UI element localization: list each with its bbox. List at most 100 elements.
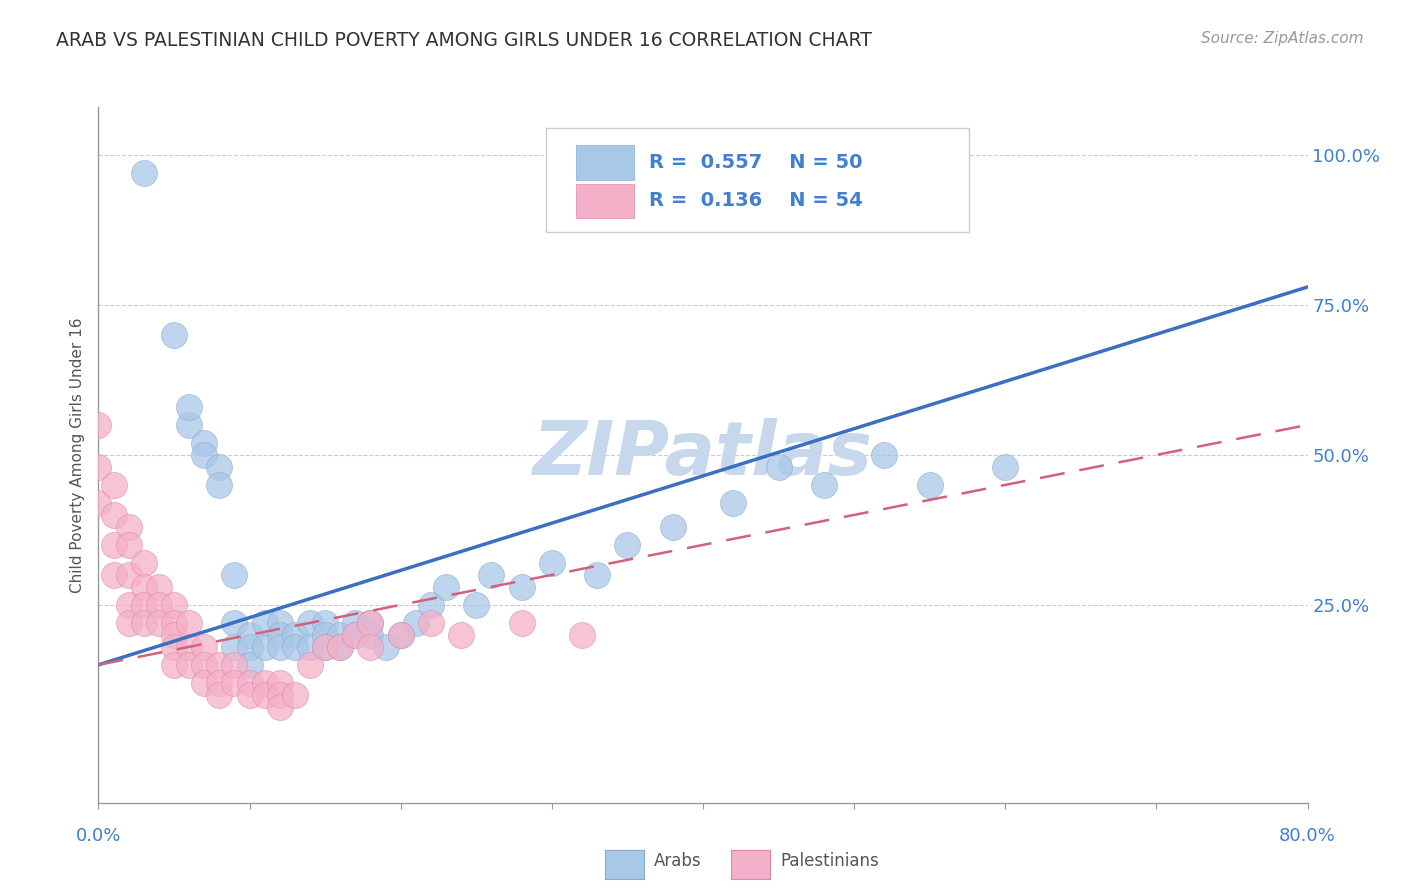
Point bbox=[193, 640, 215, 654]
Bar bbox=[576, 145, 634, 180]
Point bbox=[239, 688, 262, 702]
Point bbox=[179, 615, 201, 630]
Point bbox=[103, 538, 125, 552]
Point bbox=[193, 436, 215, 450]
Point bbox=[163, 328, 186, 343]
Point bbox=[314, 615, 336, 630]
Point bbox=[208, 459, 231, 474]
Point bbox=[253, 640, 276, 654]
Point bbox=[299, 657, 322, 672]
Point bbox=[661, 520, 683, 534]
Point bbox=[918, 478, 941, 492]
Point bbox=[87, 496, 110, 510]
Point bbox=[224, 567, 246, 582]
Point bbox=[179, 640, 201, 654]
Point bbox=[224, 676, 246, 690]
Point bbox=[132, 615, 155, 630]
Point bbox=[239, 640, 262, 654]
Point bbox=[314, 640, 336, 654]
Y-axis label: Child Poverty Among Girls Under 16: Child Poverty Among Girls Under 16 bbox=[69, 318, 84, 592]
Point bbox=[299, 640, 322, 654]
Text: Arabs: Arabs bbox=[654, 852, 702, 870]
Point bbox=[103, 508, 125, 522]
Point bbox=[118, 538, 141, 552]
Point bbox=[253, 676, 276, 690]
Point bbox=[118, 520, 141, 534]
Point bbox=[510, 615, 533, 630]
Point bbox=[360, 615, 382, 630]
Point bbox=[163, 598, 186, 612]
Point bbox=[103, 478, 125, 492]
Text: Palestinians: Palestinians bbox=[780, 852, 879, 870]
Point bbox=[253, 688, 276, 702]
Point bbox=[344, 628, 367, 642]
Point bbox=[405, 615, 427, 630]
Point bbox=[360, 628, 382, 642]
Point bbox=[239, 657, 262, 672]
Point bbox=[253, 615, 276, 630]
Point bbox=[269, 699, 291, 714]
Point bbox=[813, 478, 835, 492]
Point bbox=[87, 459, 110, 474]
Point bbox=[193, 676, 215, 690]
Point bbox=[314, 640, 336, 654]
Point bbox=[360, 615, 382, 630]
Point bbox=[873, 448, 896, 462]
Text: Source: ZipAtlas.com: Source: ZipAtlas.com bbox=[1201, 31, 1364, 46]
Point bbox=[389, 628, 412, 642]
Point bbox=[434, 580, 457, 594]
Point bbox=[481, 567, 503, 582]
Point bbox=[374, 640, 396, 654]
Point bbox=[269, 676, 291, 690]
Point bbox=[571, 628, 593, 642]
Point bbox=[314, 628, 336, 642]
Point bbox=[163, 640, 186, 654]
Point bbox=[179, 400, 201, 414]
Point bbox=[118, 615, 141, 630]
Point bbox=[224, 615, 246, 630]
Text: ARAB VS PALESTINIAN CHILD POVERTY AMONG GIRLS UNDER 16 CORRELATION CHART: ARAB VS PALESTINIAN CHILD POVERTY AMONG … bbox=[56, 31, 872, 50]
Point bbox=[208, 478, 231, 492]
Text: R =  0.557    N = 50: R = 0.557 N = 50 bbox=[648, 153, 862, 172]
Point bbox=[994, 459, 1017, 474]
Point bbox=[586, 567, 609, 582]
Point bbox=[148, 580, 170, 594]
Point bbox=[465, 598, 488, 612]
Point bbox=[132, 580, 155, 594]
Point bbox=[344, 615, 367, 630]
Point bbox=[616, 538, 638, 552]
Point bbox=[284, 688, 307, 702]
Point bbox=[420, 598, 443, 612]
Point bbox=[344, 628, 367, 642]
Point bbox=[329, 640, 352, 654]
Point bbox=[118, 567, 141, 582]
Point bbox=[284, 628, 307, 642]
Point bbox=[148, 598, 170, 612]
Point bbox=[208, 688, 231, 702]
Text: 0.0%: 0.0% bbox=[76, 827, 121, 845]
Point bbox=[768, 459, 790, 474]
Point bbox=[179, 417, 201, 432]
Point bbox=[148, 615, 170, 630]
Point bbox=[224, 657, 246, 672]
Point bbox=[132, 166, 155, 180]
Point bbox=[299, 615, 322, 630]
Text: R =  0.136    N = 54: R = 0.136 N = 54 bbox=[648, 192, 862, 211]
Point bbox=[329, 640, 352, 654]
Point bbox=[239, 676, 262, 690]
Point bbox=[193, 657, 215, 672]
Text: 80.0%: 80.0% bbox=[1279, 827, 1336, 845]
Point bbox=[193, 448, 215, 462]
Point bbox=[269, 615, 291, 630]
Point bbox=[208, 657, 231, 672]
Point bbox=[132, 556, 155, 570]
Point bbox=[389, 628, 412, 642]
Point bbox=[208, 676, 231, 690]
Point bbox=[360, 640, 382, 654]
Point bbox=[450, 628, 472, 642]
Point bbox=[224, 640, 246, 654]
Point bbox=[269, 688, 291, 702]
Point bbox=[284, 640, 307, 654]
Point bbox=[540, 556, 562, 570]
Point bbox=[179, 657, 201, 672]
